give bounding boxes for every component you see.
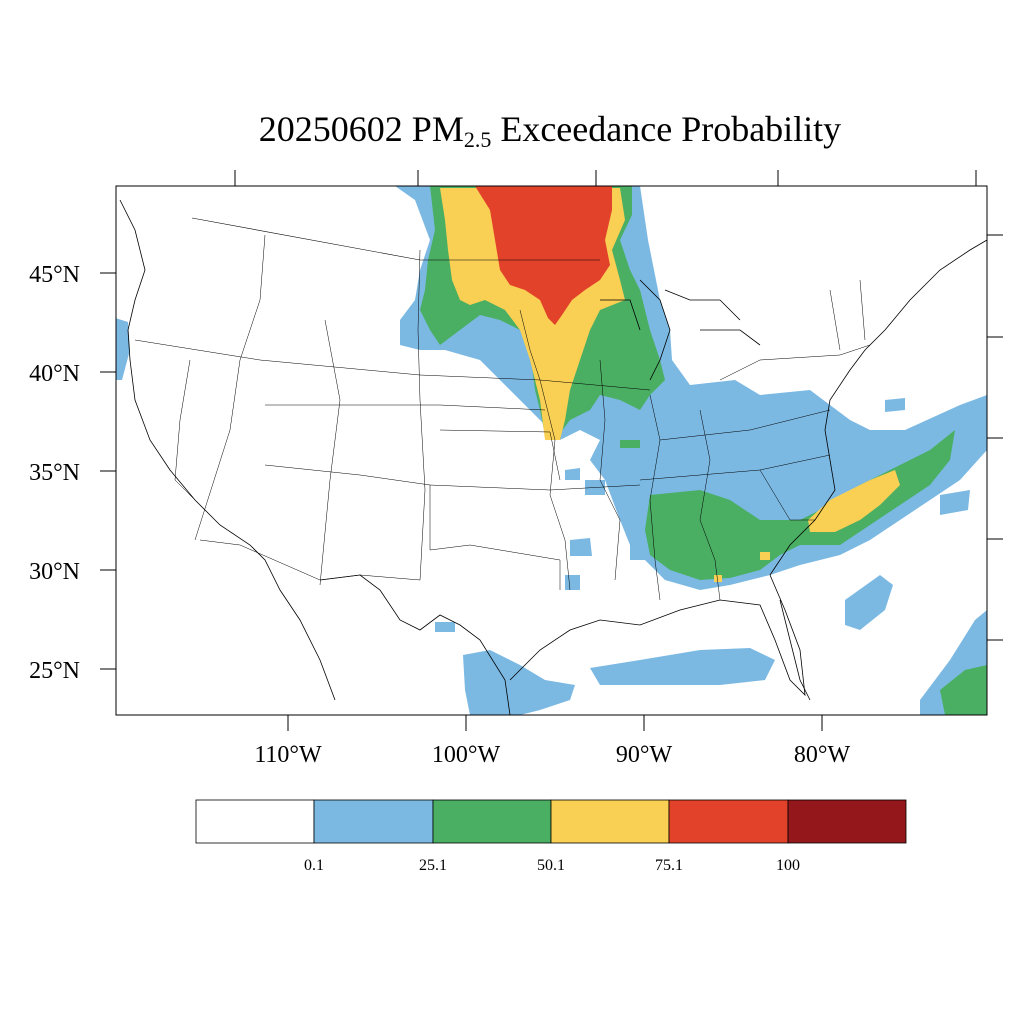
map-frame (115, 185, 988, 716)
probability-fields (116, 186, 987, 715)
lat-label-30: 30°N (29, 559, 80, 585)
colorbar: 0.1 25.1 50.1 75.1 100 (195, 799, 907, 874)
colorbar-label-100: 100 (776, 857, 800, 874)
blue-region-atlantic (845, 575, 893, 630)
atlantic-coastline (769, 239, 987, 576)
lon-label-110: 110°W (254, 742, 322, 768)
map-title: 20250602 PM2.5 Exceedance Probability (0, 108, 1024, 153)
lon-label-90: 90°W (616, 742, 673, 768)
colorbar-box-green (432, 799, 552, 844)
lat-label-35: 35°N (29, 460, 80, 486)
colorbar-label-50.1: 50.1 (537, 857, 565, 874)
title-pollutant: PM (411, 109, 464, 149)
red-region-minnesota (475, 186, 612, 325)
state-borders (134, 234, 871, 601)
northern-border (191, 217, 600, 261)
blue-region-pacific (116, 318, 130, 380)
latitude-labels: 45°N 40°N 35°N 30°N 25°N (29, 262, 80, 684)
lat-label-45: 45°N (29, 262, 80, 288)
green-speck (620, 440, 640, 448)
blue-region-gulf (590, 648, 775, 685)
colorbar-box-red (668, 799, 789, 844)
colorbar-label-25.1: 25.1 (419, 857, 447, 874)
pacific-coastline (119, 199, 336, 701)
colorbar-label-0.1: 0.1 (304, 857, 324, 874)
colorbar-box-yellow (550, 799, 670, 844)
field-red (475, 186, 612, 325)
green-region-caribbean (940, 665, 987, 715)
gulf-coastline (319, 574, 806, 715)
yellow-region-carolinas (808, 470, 900, 532)
lon-label-80: 80°W (794, 742, 851, 768)
title-date: 20250602 (258, 109, 403, 149)
green-region-southeast (645, 430, 955, 580)
lat-label-25: 25°N (29, 658, 80, 684)
title-pollutant-subscript: 2.5 (463, 127, 492, 152)
lon-label-100: 100°W (432, 742, 501, 768)
colorbar-box-blue (313, 799, 434, 844)
blue-specks (565, 468, 648, 590)
colorbar-label-75.1: 75.1 (655, 857, 683, 874)
great-lakes (600, 279, 761, 381)
lat-label-40: 40°N (29, 361, 80, 387)
title-suffix: Exceedance Probability (500, 109, 842, 149)
geography (119, 199, 987, 715)
longitude-labels: 110°W 100°W 90°W 80°W (254, 742, 850, 768)
blue-region-texas (463, 650, 575, 715)
colorbar-box-white (195, 799, 315, 844)
frame-ticks (100, 170, 1003, 731)
colorbar-box-darkred (787, 799, 907, 844)
florida-coast (779, 599, 811, 701)
